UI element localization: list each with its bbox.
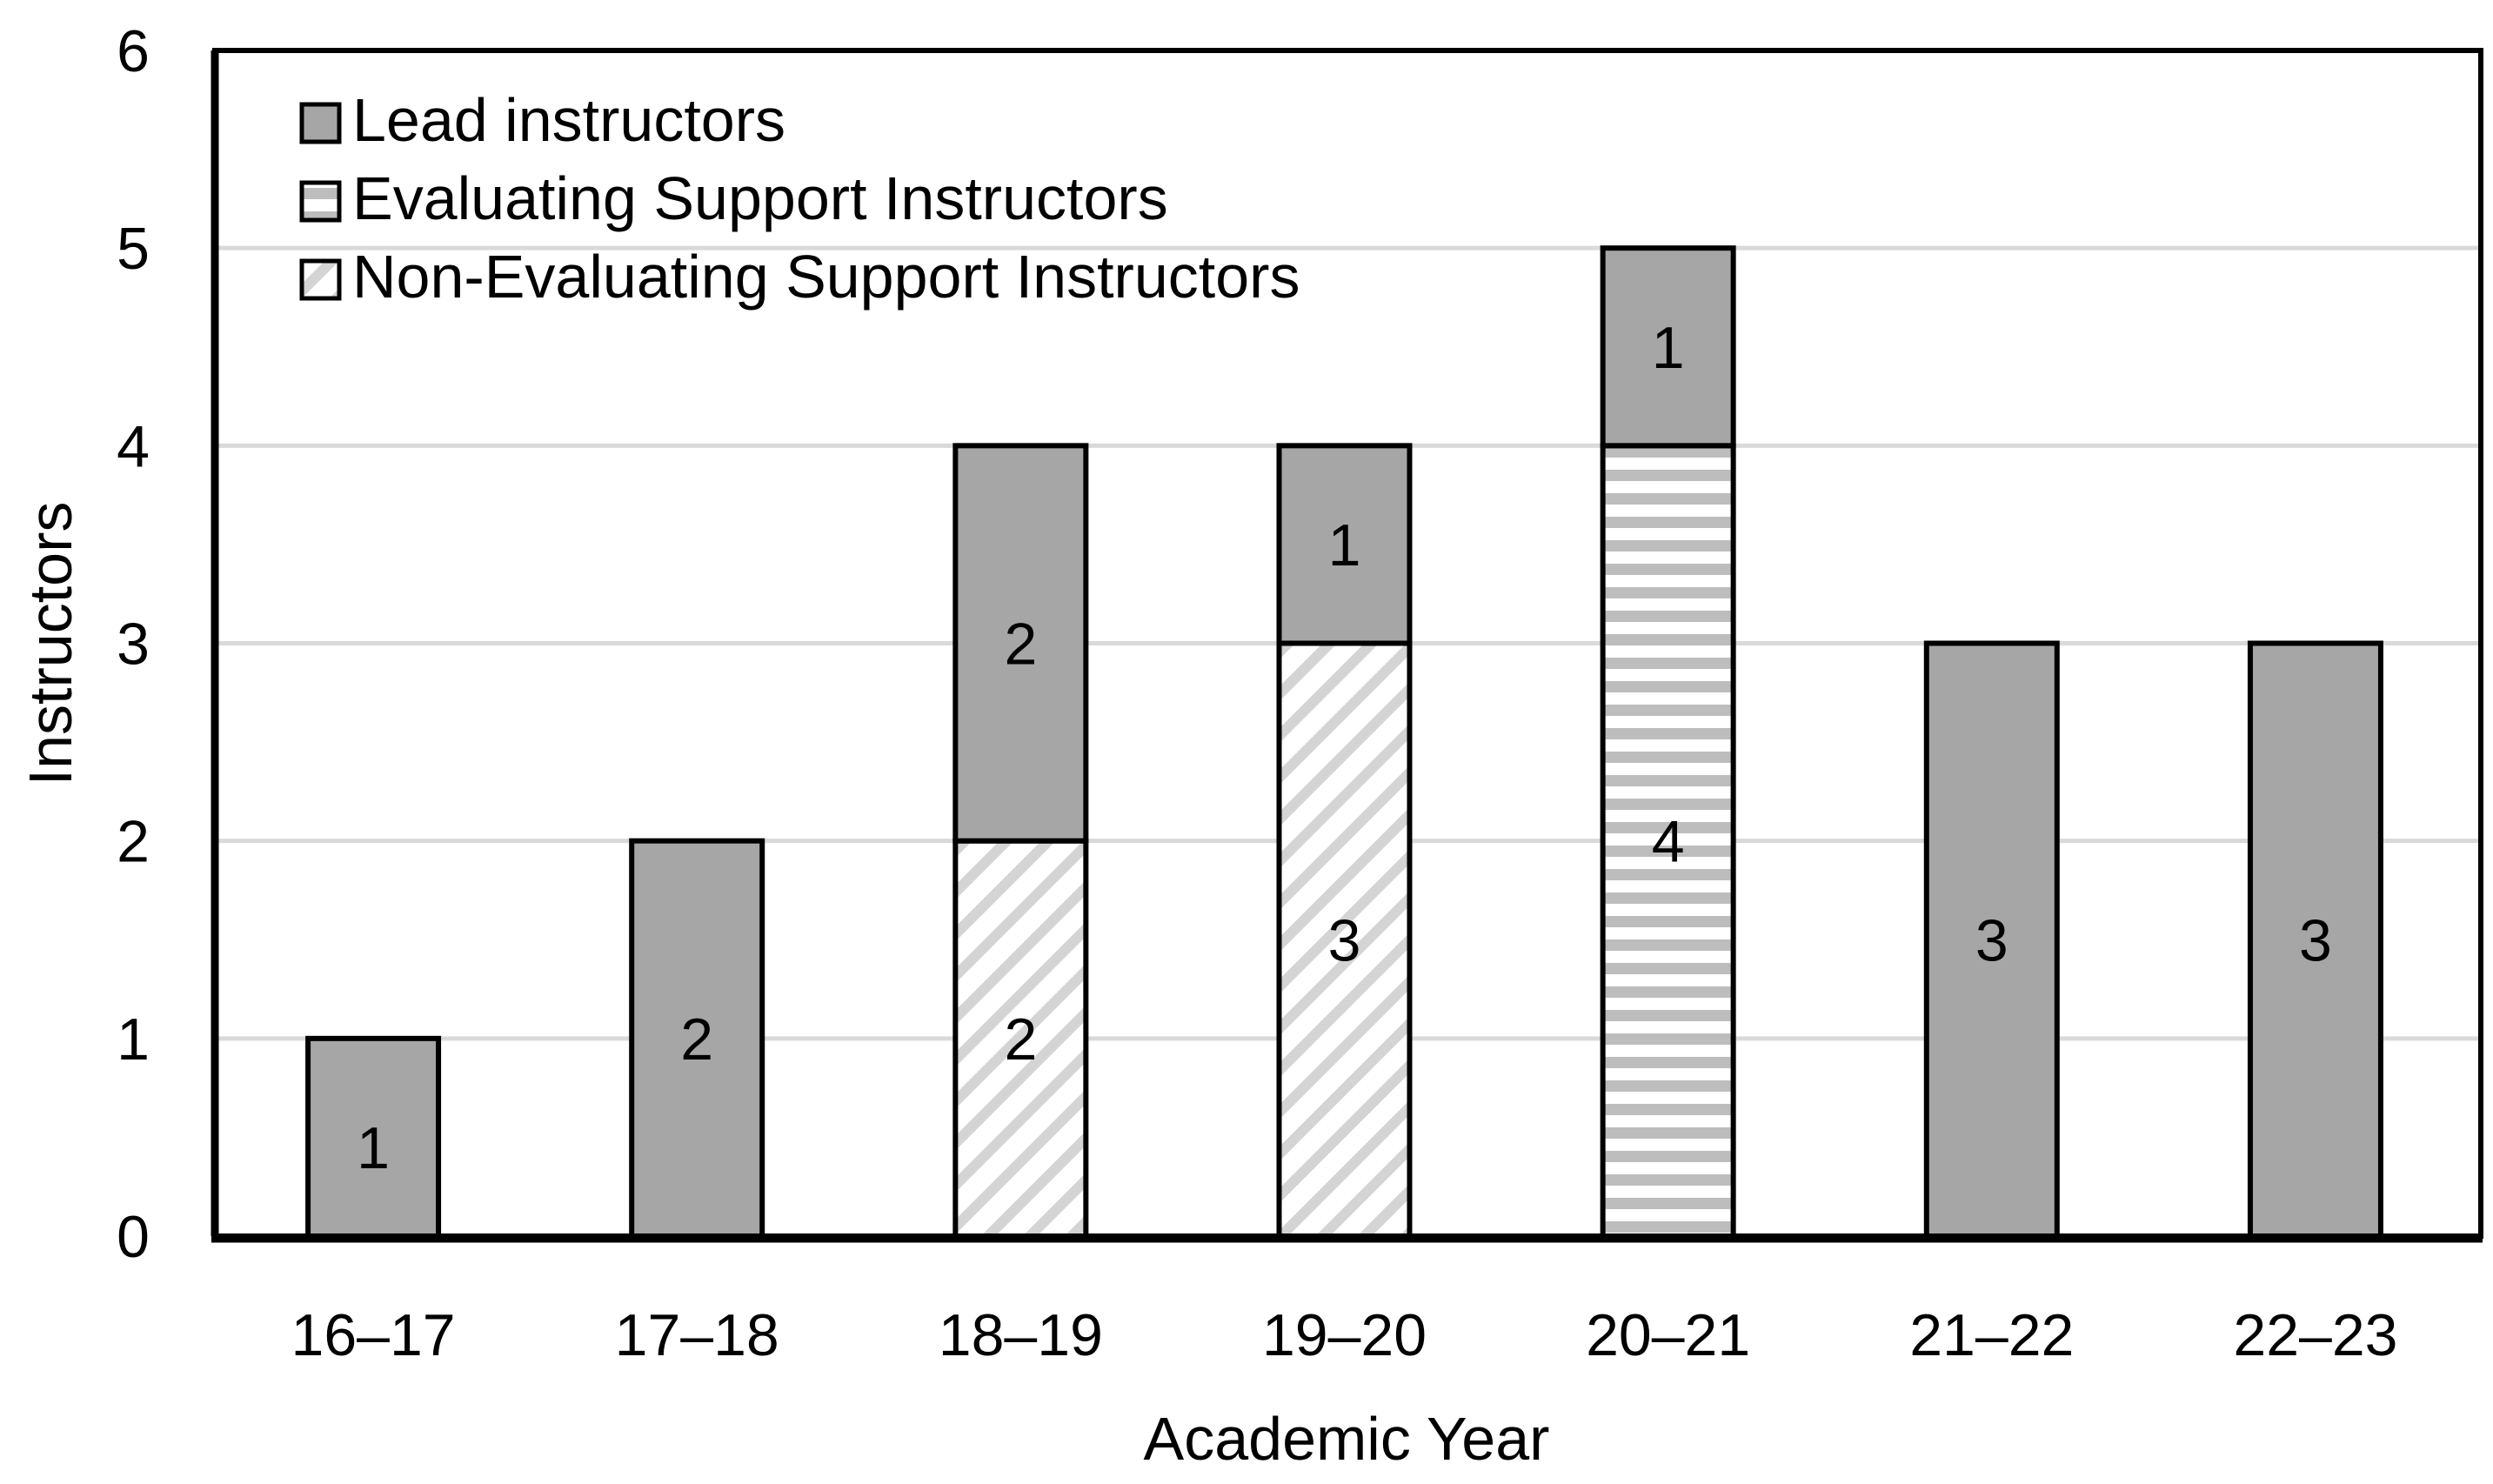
y-tick-label: 0: [117, 1204, 150, 1270]
y-axis-ticks: 0 1 2 3 4 5 6: [117, 18, 150, 1270]
x-tick-label: 20–21: [1586, 1302, 1750, 1368]
data-label: 2: [1004, 612, 1037, 678]
legend-item: Lead instructors: [299, 86, 785, 154]
x-tick-label: 19–20: [1262, 1302, 1427, 1368]
x-tick-label: 22–23: [2233, 1302, 2397, 1368]
y-tick-label: 5: [117, 216, 150, 282]
y-axis-title: Instructors: [17, 502, 84, 786]
bar-segment: [1276, 443, 1413, 646]
legend-label: Non-Evaluating Support Instructors: [352, 243, 1300, 311]
bar-group-21–22: 3: [1923, 640, 2060, 1239]
legend-swatch-evaluating: [299, 180, 342, 223]
data-label: 1: [1328, 512, 1361, 578]
bar-segment: [952, 443, 1089, 844]
legend: Lead instructors Evaluating Support Instr…: [299, 86, 1300, 311]
bar-group-19–20: 31: [1276, 443, 1413, 1239]
y-tick-label: 4: [117, 413, 150, 479]
x-tick-label: 21–22: [1909, 1302, 2074, 1368]
bar-group-18–19: 22: [952, 443, 1089, 1240]
x-tick-label: 16–17: [291, 1302, 456, 1368]
legend-label: Evaluating Support Instructors: [352, 164, 1168, 232]
legend-item: Non-Evaluating Support Instructors: [299, 243, 1300, 311]
bar-group-17–18: 2: [629, 838, 765, 1240]
bar-segment: [2247, 640, 2383, 1239]
y-tick-label: 1: [117, 1006, 150, 1073]
x-axis-ticks: 16–17 17–18 18–19 19–20 20–21 21–22 22–23: [291, 1302, 2398, 1368]
bar-segment: [1923, 640, 2060, 1239]
bar-segment: [1600, 245, 1736, 449]
y-tick-label: 3: [117, 612, 150, 678]
data-label: 2: [680, 1006, 713, 1073]
data-label: 3: [1328, 907, 1361, 973]
bar-segment: [1600, 443, 1736, 1239]
bar-group-22–23: 3: [2247, 640, 2383, 1239]
x-tick-label: 18–19: [939, 1302, 1103, 1368]
legend-label: Lead instructors: [352, 86, 785, 154]
legend-swatch-non-evaluating: [299, 258, 342, 301]
legend-swatch-lead: [299, 102, 342, 144]
data-label: 4: [1652, 809, 1685, 875]
y-tick-label: 2: [117, 809, 150, 875]
plot-frame: [211, 48, 2483, 1243]
legend-item: Evaluating Support Instructors: [299, 164, 1168, 232]
data-label: 1: [357, 1115, 390, 1181]
data-label: 3: [1975, 907, 2008, 973]
bar-group-16–17: 1: [305, 1035, 442, 1240]
data-label: 1: [1652, 315, 1685, 381]
y-tick-label: 6: [117, 18, 150, 84]
x-tick-label: 17–18: [615, 1302, 779, 1368]
bar-segment: [305, 1035, 442, 1240]
x-axis-title: Academic Year: [1144, 1405, 1550, 1473]
data-label: 3: [2299, 907, 2332, 973]
bar-group-20–21: 41: [1600, 245, 1736, 1239]
data-label: 2: [1004, 1006, 1037, 1073]
